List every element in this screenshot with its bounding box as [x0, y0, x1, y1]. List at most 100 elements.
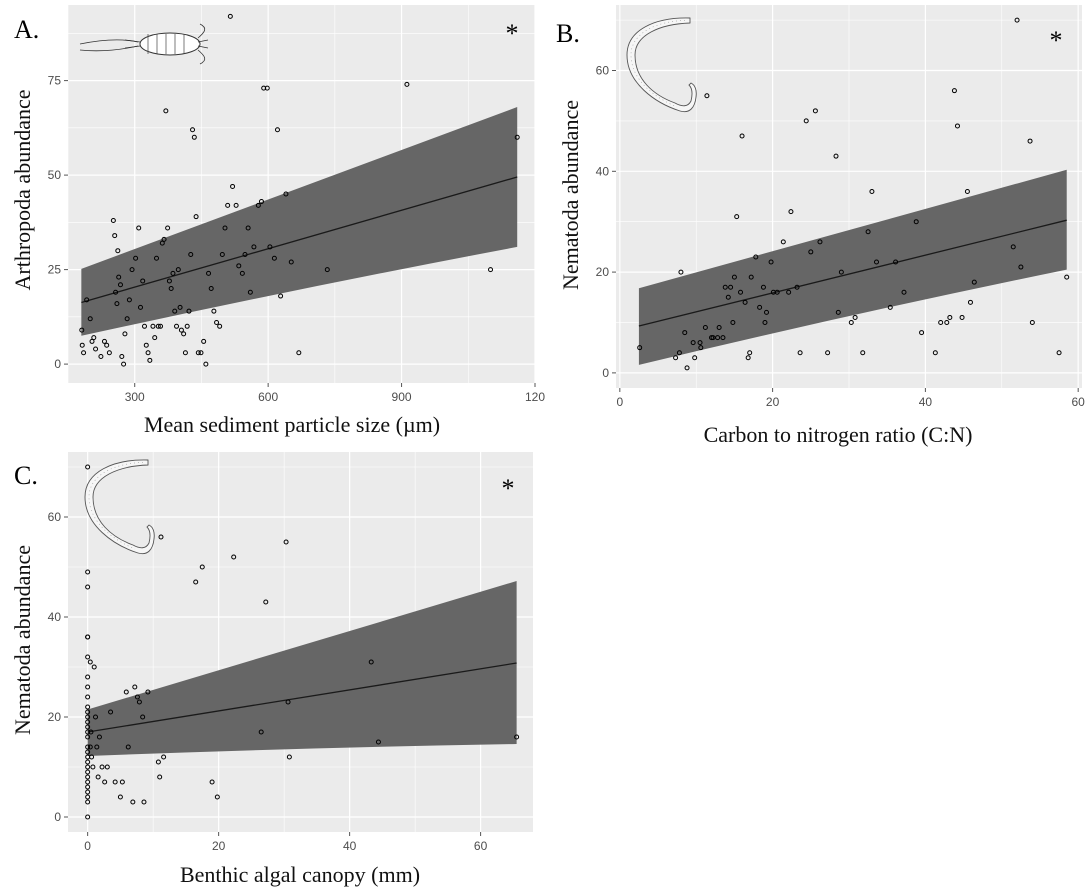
data-point — [152, 335, 158, 341]
data-point — [132, 684, 138, 690]
y-tick-label: 75 — [48, 74, 62, 88]
data-point — [708, 335, 714, 341]
data-point — [130, 799, 136, 805]
data-point — [115, 248, 121, 254]
data-point — [230, 183, 236, 189]
data-point — [121, 361, 127, 367]
y-tick-label: 40 — [48, 610, 62, 624]
data-point — [188, 251, 194, 257]
data-point — [181, 331, 187, 337]
data-point — [852, 314, 858, 320]
data-point — [919, 330, 925, 336]
x-axis-title: Carbon to nitrogen ratio (C:N) — [704, 422, 973, 447]
data-point — [959, 314, 965, 320]
data-point — [225, 202, 231, 208]
data-point — [119, 354, 125, 360]
data-point — [99, 764, 105, 770]
data-point — [87, 744, 93, 750]
data-point — [217, 323, 223, 329]
data-point — [159, 240, 165, 246]
data-point — [514, 134, 520, 140]
x-tick-label: 0 — [616, 395, 623, 409]
data-point — [166, 278, 172, 284]
x-tick-label: 40 — [343, 839, 357, 853]
data-point — [245, 225, 251, 231]
x-tick-label: 40 — [919, 395, 933, 409]
data-point — [710, 335, 716, 341]
data-point — [255, 202, 261, 208]
data-point — [788, 209, 794, 215]
data-point — [136, 225, 142, 231]
data-point — [271, 255, 277, 261]
data-point — [211, 308, 217, 314]
data-point — [172, 308, 178, 314]
data-point — [174, 323, 180, 329]
data-point — [233, 202, 239, 208]
data-point — [768, 259, 774, 265]
data-point — [288, 259, 294, 265]
data-point — [119, 779, 125, 785]
data-point — [678, 269, 684, 275]
data-point — [203, 361, 209, 367]
data-point — [165, 225, 171, 231]
data-point — [112, 779, 118, 785]
data-point — [239, 270, 245, 276]
data-point — [375, 739, 381, 745]
data-point — [157, 774, 163, 780]
data-point — [716, 325, 722, 331]
data-point — [808, 249, 814, 255]
data-point — [514, 734, 520, 740]
y-axis-title: Arthropoda abundance — [10, 90, 35, 291]
data-point — [150, 323, 156, 329]
y-tick-label: 0 — [602, 366, 609, 380]
data-point — [209, 779, 215, 785]
confidence-band — [638, 169, 1067, 365]
data-point — [1056, 350, 1062, 356]
data-point — [817, 239, 823, 245]
data-point — [117, 794, 123, 800]
data-point — [85, 714, 91, 720]
data-point — [114, 301, 120, 307]
data-point — [214, 794, 220, 800]
data-point — [122, 331, 128, 337]
nematode-icon — [626, 17, 697, 113]
data-point — [79, 327, 85, 333]
data-point — [887, 304, 893, 310]
panel-letter: B. — [556, 19, 580, 48]
data-point — [136, 699, 142, 705]
y-tick-label: 20 — [596, 265, 610, 279]
data-point — [231, 554, 237, 560]
data-point — [98, 354, 104, 360]
data-point — [93, 346, 99, 352]
data-point — [113, 289, 119, 295]
data-point — [913, 219, 919, 225]
data-point — [85, 794, 91, 800]
data-point — [85, 764, 91, 770]
data-point — [964, 188, 970, 194]
data-point — [85, 634, 91, 640]
x-tick-label: 0 — [84, 839, 91, 853]
data-point — [753, 254, 759, 260]
data-point — [85, 759, 91, 765]
data-point — [728, 284, 734, 290]
data-point — [85, 684, 91, 690]
leg-line — [124, 39, 141, 49]
data-point — [85, 789, 91, 795]
nematode-body — [626, 17, 697, 113]
data-point — [1010, 244, 1016, 250]
data-point — [85, 779, 91, 785]
data-point — [247, 289, 253, 295]
data-point — [89, 338, 95, 344]
data-point — [85, 814, 91, 820]
data-point — [404, 81, 410, 87]
data-point — [763, 309, 769, 315]
x-tick-label: 60 — [474, 839, 488, 853]
data-point — [85, 464, 91, 470]
data-point — [87, 316, 93, 322]
data-point — [725, 294, 731, 300]
data-point — [85, 729, 91, 735]
data-point — [123, 689, 129, 695]
data-point — [951, 88, 957, 94]
data-point — [154, 255, 160, 261]
data-point — [108, 709, 114, 715]
